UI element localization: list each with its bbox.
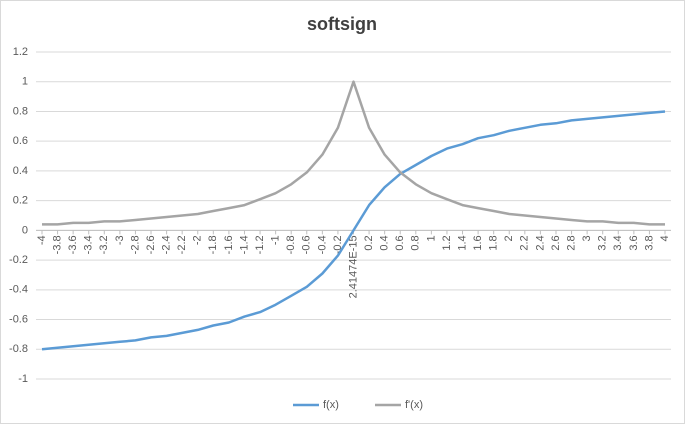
x-tick-label: -3.4 <box>83 235 95 254</box>
legend-label: f'(x) <box>405 399 423 411</box>
x-tick-label: -1.4 <box>238 235 250 254</box>
x-tick-label: 2.4 <box>534 235 546 250</box>
x-tick-label: -2.4 <box>161 235 173 254</box>
x-tick-label: 2.41474E-15 <box>347 235 359 298</box>
series-line <box>42 80 665 226</box>
x-tick-label: 0.4 <box>379 235 391 250</box>
y-tick-label: -0.2 <box>9 254 28 266</box>
x-tick-label: 2.2 <box>519 235 531 250</box>
x-tick-label: 2 <box>503 235 515 241</box>
y-tick-label: 1.2 <box>13 46 28 58</box>
x-tick-label: 0.8 <box>410 235 422 250</box>
x-tick-label: 3.8 <box>643 235 655 250</box>
y-tick-label: -0.4 <box>9 284 28 296</box>
y-tick-label: 0.4 <box>13 165 28 177</box>
x-tick-label: 0.2 <box>363 235 375 250</box>
x-tick-label: -3.8 <box>51 235 63 254</box>
x-tick-label: -3.6 <box>67 235 79 254</box>
x-tick-label: -1 <box>270 235 282 245</box>
x-tick-label: -3.2 <box>98 235 110 254</box>
x-tick-label: -1.6 <box>223 235 235 254</box>
x-tick-label: -0.2 <box>332 235 344 254</box>
x-tick-label: 1.6 <box>472 235 484 250</box>
x-tick-label: -1.2 <box>254 235 266 254</box>
y-tick-label: 0.8 <box>13 105 28 117</box>
x-tick-label: -0.4 <box>316 235 328 254</box>
x-tick-label: -3 <box>114 235 126 245</box>
x-tick-label: 2.8 <box>565 235 577 250</box>
x-tick-label: 3.2 <box>597 235 609 250</box>
x-tick-label: 1.8 <box>488 235 500 250</box>
x-tick-label: -2.8 <box>129 235 141 254</box>
x-tick-label: 1.4 <box>456 235 468 250</box>
x-tick-label: -4 <box>36 235 48 245</box>
y-tick-label: 0 <box>22 224 28 236</box>
x-tick-label: 3.4 <box>612 235 624 250</box>
x-tick-label: 3.6 <box>628 235 640 250</box>
series-line <box>41 110 666 351</box>
chart-title: softsign <box>307 14 377 34</box>
x-tick-label: -2.2 <box>176 235 188 254</box>
y-tick-label: 0.2 <box>13 195 28 207</box>
y-tick-label: -0.8 <box>9 343 28 355</box>
x-tick-label: -2.6 <box>145 235 157 254</box>
x-tick-label: -0.8 <box>285 235 297 254</box>
x-tick-label: 0.6 <box>394 235 406 250</box>
y-tick-label: 1 <box>22 76 28 88</box>
x-tick-label: 1.2 <box>441 235 453 250</box>
y-tick-label: -1 <box>18 373 28 385</box>
x-tick-label: -0.6 <box>301 235 313 254</box>
y-tick-label: -0.6 <box>9 313 28 325</box>
x-tick-label: 3 <box>581 235 593 241</box>
x-tick-label: -2 <box>192 235 204 245</box>
x-tick-label: 4 <box>659 235 671 241</box>
legend-label: f(x) <box>323 399 339 411</box>
x-tick-label: 2.6 <box>550 235 562 250</box>
y-tick-label: 0.6 <box>13 135 28 147</box>
x-tick-label: -1.8 <box>207 235 219 254</box>
x-tick-label: 1 <box>425 235 437 241</box>
